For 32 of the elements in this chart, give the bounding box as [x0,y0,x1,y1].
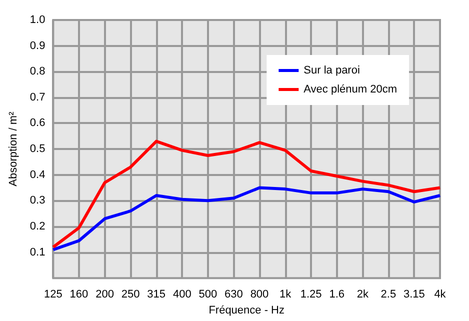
y-tick-label: 1.0 [30,14,46,26]
x-tick-label: 315 [147,288,166,301]
legend-label: Sur la paroi [304,64,360,76]
y-tick-label: 0.3 [30,194,46,207]
y-tick-label: 0.8 [30,66,46,78]
x-tick-label: 4k [434,288,446,301]
x-tick-label: 400 [172,288,192,301]
y-tick-label: 0.7 [30,91,46,104]
y-tick-label: 0.5 [30,143,46,156]
y-axis-title: Absorption / m² [8,111,20,186]
x-tick-label: 3.15 [404,288,425,301]
y-tick-label: 0.1 [30,246,46,258]
x-tick-label: 200 [96,288,114,301]
x-tick-label: 630 [224,288,243,301]
x-tick-label: 1.25 [300,288,322,301]
x-tick-label: 160 [70,288,88,301]
x-tick-label: 1.6 [329,288,344,301]
x-tick-label: 250 [121,288,140,301]
legend-label: Avec plénum 20cm [304,84,398,96]
x-tick-label: 800 [250,288,269,301]
y-tick-label: 0.9 [30,40,46,52]
x-tick-label: 2k [356,288,369,301]
y-tick-label: 0.6 [30,117,46,130]
x-tick-label: 1k [279,288,292,301]
line-series [52,186,442,252]
x-tick-label: 2.5 [380,288,396,301]
line-series [52,140,442,249]
x-axis-title: Fréquence - Hz [208,304,284,316]
x-tick-label: 125 [44,288,62,301]
x-tick-label: 500 [198,288,218,301]
y-tick-label: 0.4 [30,168,46,181]
y-tick-label: 0.2 [30,220,46,232]
